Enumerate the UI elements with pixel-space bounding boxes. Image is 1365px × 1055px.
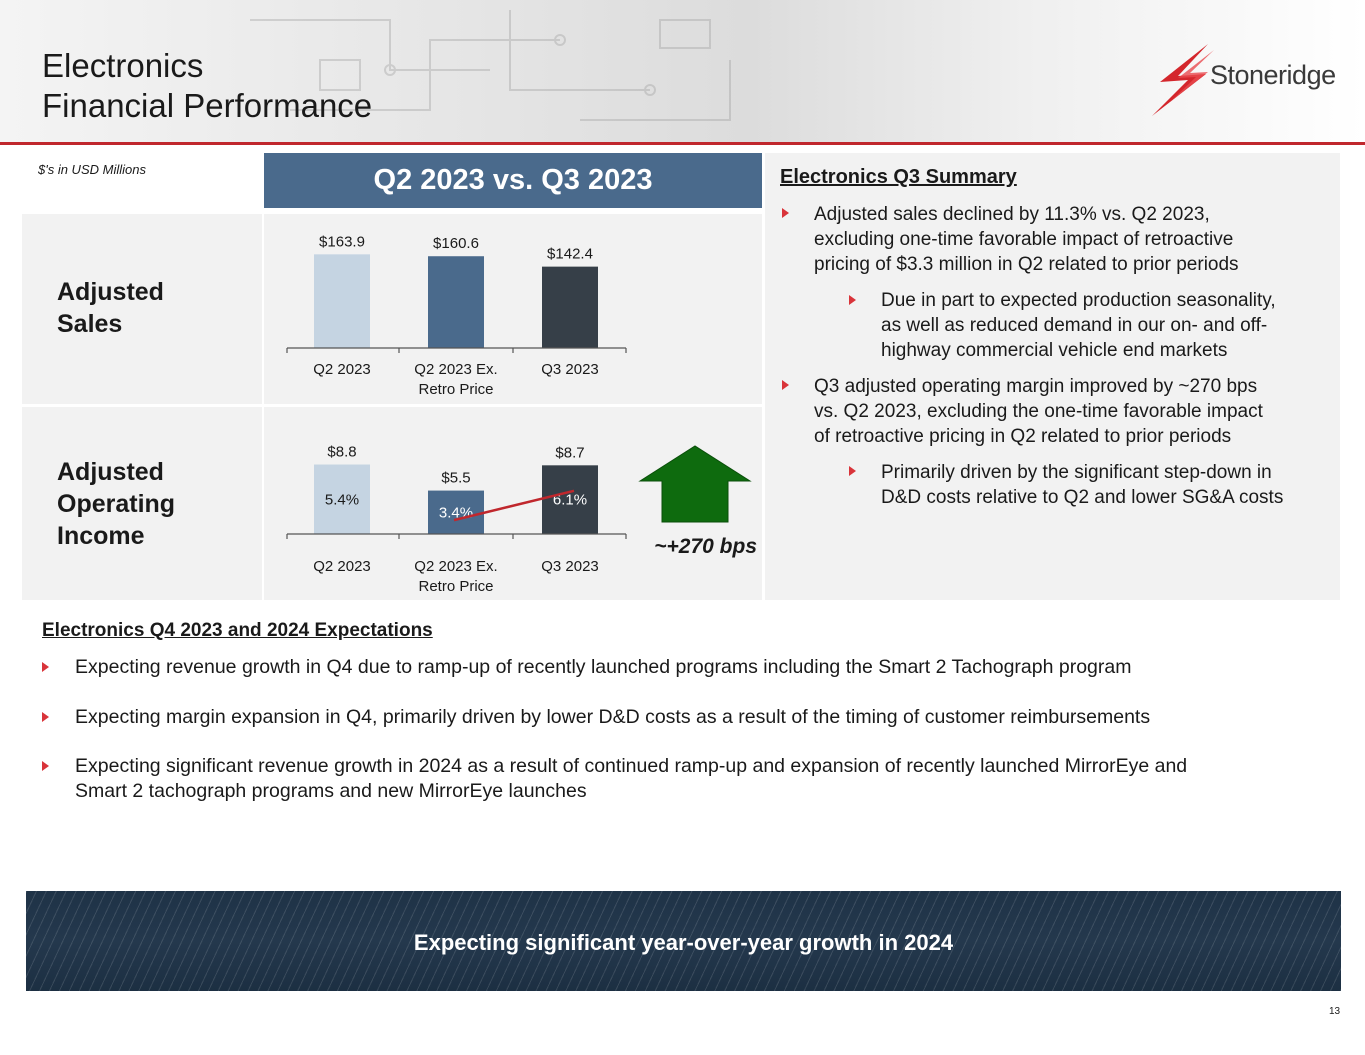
summary-subbullet-1-line: Due in part to expected production seaso… xyxy=(881,290,1276,311)
summary-panel xyxy=(765,153,1340,600)
bullet-arrow-icon xyxy=(849,466,856,476)
page-title: Electronics Financial Performance xyxy=(42,46,372,126)
bullet-arrow-icon xyxy=(849,295,856,305)
expectation-item-2: Expecting margin expansion in Q4, primar… xyxy=(75,706,1151,728)
expectation-item-3: Expecting significant revenue growth in … xyxy=(75,754,1335,804)
sales-chart-cell xyxy=(264,214,762,404)
summary-subbullet-2-line: D&D costs relative to Q2 and lower SG&A … xyxy=(881,487,1284,508)
bullet-arrow-icon xyxy=(42,712,49,722)
summary-bullet-2-line: of retroactive pricing in Q2 related to … xyxy=(814,426,1232,447)
bullet-arrow-icon xyxy=(42,662,49,672)
logo-wordmark: Stoneridge xyxy=(1210,60,1336,90)
oi-label-line2: Operating xyxy=(57,490,176,518)
header-divider xyxy=(0,142,1365,145)
banner-texture xyxy=(26,891,1341,991)
summary-bullet-2-line: Q3 adjusted operating margin improved by… xyxy=(814,376,1258,397)
page-title-line1: Electronics xyxy=(42,47,204,84)
header-band xyxy=(0,0,1365,143)
oi-label-line3: Income xyxy=(57,522,145,550)
bullet-arrow-icon xyxy=(782,208,789,218)
page-number: 13 xyxy=(1329,1006,1341,1017)
bottom-banner: Expecting significant year-over-year gro… xyxy=(26,891,1341,991)
sales-label-line1: Adjusted xyxy=(57,278,164,306)
summary-title: Electronics Q3 Summary xyxy=(780,166,1017,188)
period-header: Q2 2023 vs. Q3 2023 xyxy=(264,153,762,208)
summary-subbullet-2-line: Primarily driven by the significant step… xyxy=(881,462,1272,483)
stoneridge-logo-icon xyxy=(1152,44,1214,116)
oi-label-cell: Adjusted Operating Income xyxy=(22,407,262,600)
oi-label-line1: Adjusted xyxy=(57,458,164,486)
expectation-item-1: Expecting revenue growth in Q4 due to ra… xyxy=(75,656,1132,678)
expectations-title: Electronics Q4 2023 and 2024 Expectation… xyxy=(42,620,433,641)
sales-row-label: Adjusted Sales xyxy=(57,276,164,340)
summary-subbullet-1: Due in part to expected production seaso… xyxy=(881,288,1276,363)
expectation-item-3-line: Smart 2 tachograph programs and new Mirr… xyxy=(75,780,587,802)
summary-bullet-1: Adjusted sales declined by 11.3% vs. Q2 … xyxy=(814,202,1239,277)
summary-bullet-2: Q3 adjusted operating margin improved by… xyxy=(814,374,1263,449)
summary-subbullet-2: Primarily driven by the significant step… xyxy=(881,460,1283,510)
summary-bullet-1-line: pricing of $3.3 million in Q2 related to… xyxy=(814,254,1239,275)
bullet-arrow-icon xyxy=(782,380,789,390)
bullet-arrow-icon xyxy=(42,761,49,771)
summary-bullet-1-line: excluding one-time favorable impact of r… xyxy=(814,229,1234,250)
summary-subbullet-1-line: highway commercial vehicle end markets xyxy=(881,340,1228,361)
units-note: $'s in USD Millions xyxy=(38,162,146,177)
sales-label-cell: Adjusted Sales xyxy=(22,214,262,404)
summary-subbullet-1-line: as well as reduced demand in our on- and… xyxy=(881,315,1268,336)
summary-bullet-2-line: vs. Q2 2023, excluding the one-time favo… xyxy=(814,401,1263,422)
oi-chart-cell xyxy=(264,407,762,600)
oi-row-label: Adjusted Operating Income xyxy=(57,456,175,552)
banner-text: Expecting significant year-over-year gro… xyxy=(413,930,954,955)
summary-bullet-1-line: Adjusted sales declined by 11.3% vs. Q2 … xyxy=(814,204,1210,225)
sales-label-line2: Sales xyxy=(57,310,123,338)
circuit-board-backdrop xyxy=(250,10,731,121)
page-title-line2: Financial Performance xyxy=(42,87,373,124)
expectation-item-3-line: Expecting significant revenue growth in … xyxy=(75,755,1188,777)
